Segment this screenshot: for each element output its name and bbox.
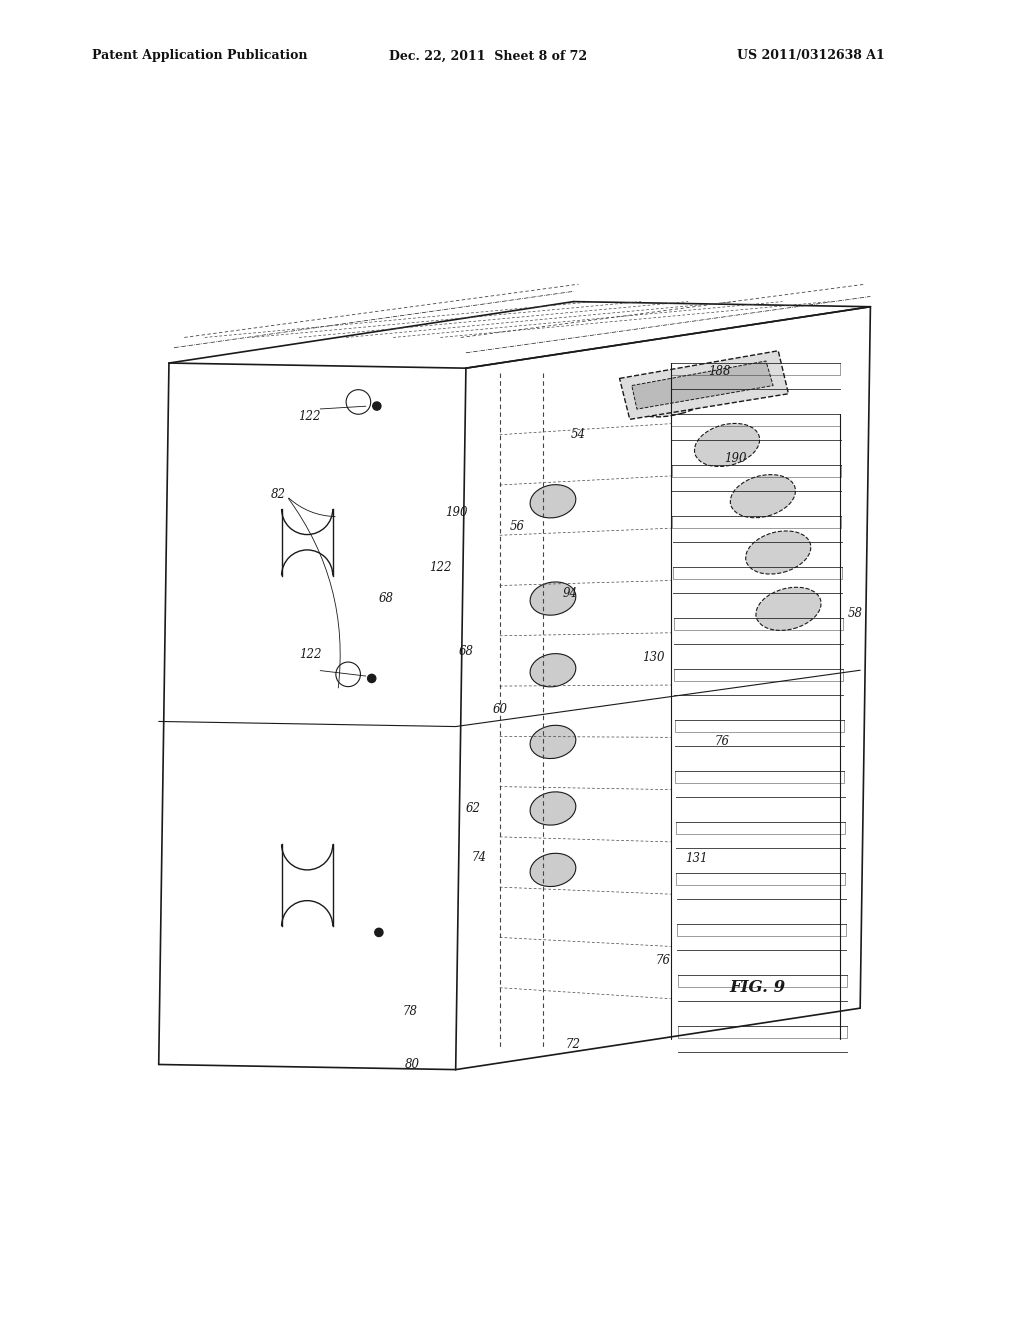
Text: 68: 68	[379, 593, 393, 605]
Ellipse shape	[756, 587, 821, 631]
Polygon shape	[620, 351, 788, 420]
Ellipse shape	[530, 792, 575, 825]
Text: 54: 54	[571, 428, 586, 441]
Ellipse shape	[530, 853, 575, 887]
Ellipse shape	[745, 531, 811, 574]
Text: 72: 72	[566, 1038, 581, 1051]
Ellipse shape	[530, 725, 575, 759]
Text: 122: 122	[429, 561, 452, 574]
Circle shape	[368, 675, 376, 682]
Text: 122: 122	[298, 409, 321, 422]
Text: Dec. 22, 2011  Sheet 8 of 72: Dec. 22, 2011 Sheet 8 of 72	[389, 49, 587, 62]
Text: 56: 56	[510, 520, 524, 533]
Text: US 2011/0312638 A1: US 2011/0312638 A1	[737, 49, 885, 62]
Text: FIG. 9: FIG. 9	[730, 979, 785, 997]
Text: 94: 94	[563, 587, 578, 599]
Text: 78: 78	[402, 1005, 417, 1018]
Text: 76: 76	[656, 953, 671, 966]
Text: 190: 190	[445, 506, 468, 519]
Text: 82: 82	[271, 487, 286, 500]
Text: 188: 188	[709, 364, 731, 378]
Ellipse shape	[530, 653, 575, 686]
Text: 190: 190	[724, 451, 746, 465]
Ellipse shape	[730, 475, 796, 517]
Text: 130: 130	[642, 652, 665, 664]
Text: 62: 62	[466, 803, 480, 814]
Text: 58: 58	[848, 607, 862, 620]
Text: 122: 122	[299, 648, 322, 661]
Text: 76: 76	[715, 735, 729, 748]
Circle shape	[373, 403, 381, 411]
Ellipse shape	[530, 582, 575, 615]
Text: 131: 131	[685, 853, 708, 865]
Text: 74: 74	[472, 851, 486, 865]
Text: 80: 80	[406, 1059, 420, 1071]
Ellipse shape	[694, 424, 760, 466]
Text: 68: 68	[459, 645, 473, 659]
Ellipse shape	[530, 484, 575, 517]
Ellipse shape	[631, 371, 721, 417]
Text: Patent Application Publication: Patent Application Publication	[92, 49, 307, 62]
Text: 60: 60	[493, 702, 507, 715]
Polygon shape	[632, 360, 773, 409]
Circle shape	[375, 928, 383, 936]
